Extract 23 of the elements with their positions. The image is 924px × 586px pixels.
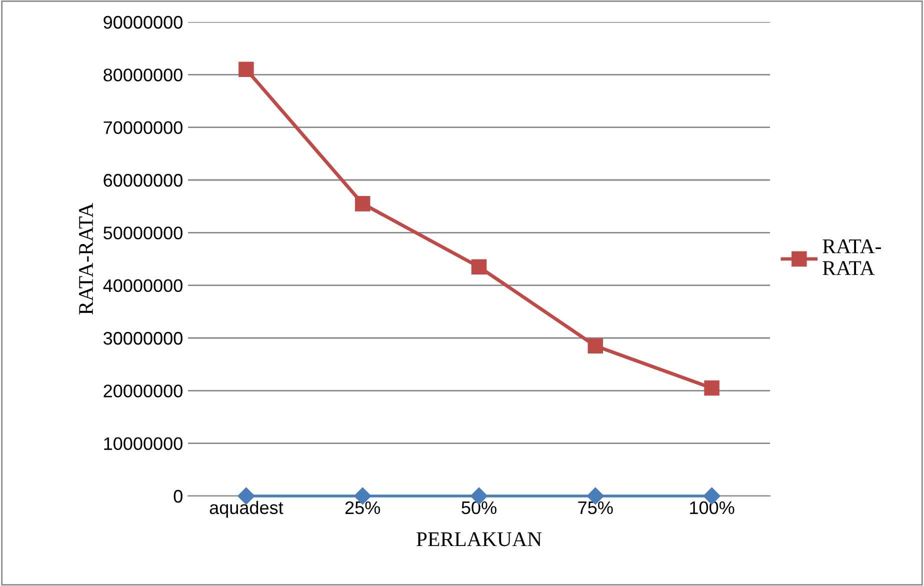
x-tick-label: 75% [578,501,613,514]
legend-label: RATA- RATA [822,239,881,275]
y-axis-title: RATA-RATA [79,202,93,315]
y-tick-label: 10000000 [104,437,182,450]
point [588,338,604,354]
x-tick-label: 100% [690,501,734,514]
point [471,259,487,275]
y-tick-label: 40000000 [103,279,182,292]
y-tick-label: 0 [174,490,182,503]
y-tick-label: 80000000 [104,68,182,82]
x-axis-title: PERLAKUAN [416,532,542,546]
y-tick-label: 30000000 [104,332,182,345]
y-tick-label: 20000000 [104,384,182,398]
y-tick-label: 60000000 [104,174,182,187]
x-tick-label: 50% [462,501,496,514]
y-tick-label: 50000000 [104,226,182,240]
y-tick-label: 90000000 [104,16,182,29]
point [238,62,254,78]
point [354,196,370,212]
y-tick-label: 70000000 [104,121,182,134]
point [704,380,720,396]
x-tick-label: aquadest [210,500,284,518]
x-tick-label: 25% [345,501,380,514]
